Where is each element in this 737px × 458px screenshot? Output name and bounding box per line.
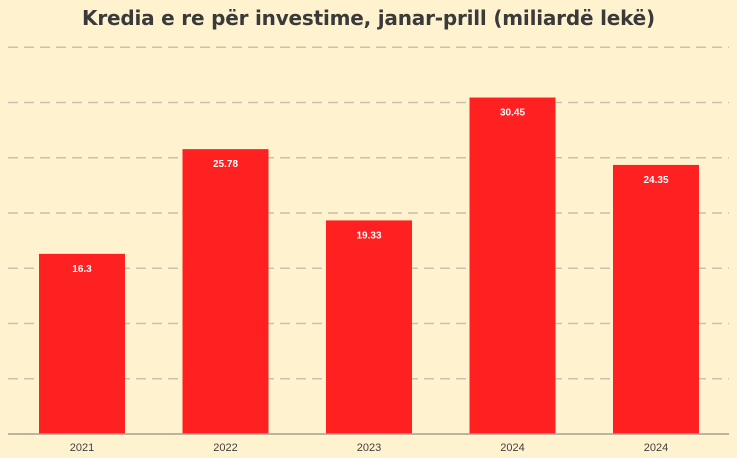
bar xyxy=(39,253,125,434)
x-tick-label: 2024 xyxy=(500,442,524,454)
x-tick-label: 2024 xyxy=(644,442,668,454)
bar-value-label: 19.33 xyxy=(356,230,381,241)
bar-value-label: 25.78 xyxy=(213,159,238,170)
bar-value-label: 16.3 xyxy=(72,264,92,275)
bar xyxy=(469,97,556,434)
bar xyxy=(326,220,412,434)
chart-title: Kredia e re për investime, janar-prill (… xyxy=(82,6,655,30)
x-tick-label: 2023 xyxy=(357,442,381,454)
bar xyxy=(182,149,269,435)
bar-value-label: 24.35 xyxy=(643,175,668,186)
x-tick-label: 2022 xyxy=(213,442,237,454)
bar xyxy=(613,164,699,434)
x-tick-label: 2021 xyxy=(70,442,94,454)
bar-value-label: 30.45 xyxy=(500,108,525,119)
